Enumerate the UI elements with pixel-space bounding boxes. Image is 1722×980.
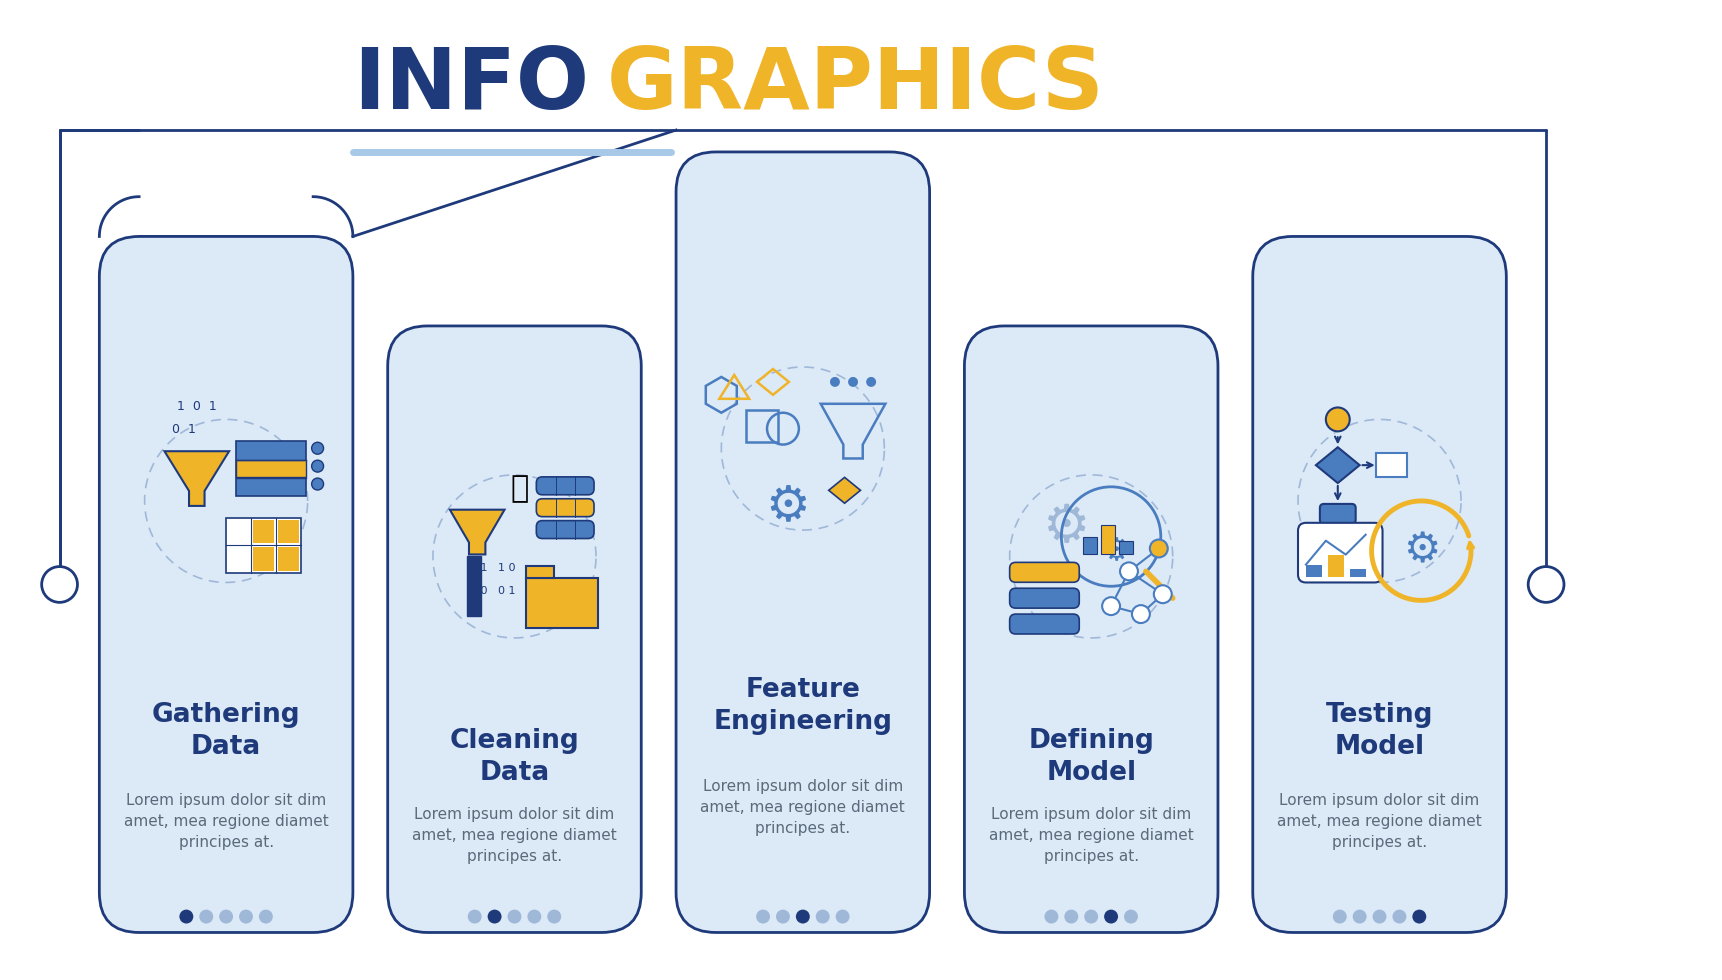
Text: ⚙: ⚙ (1403, 529, 1440, 571)
Circle shape (866, 377, 876, 387)
Circle shape (487, 909, 501, 923)
Circle shape (1412, 909, 1426, 923)
Text: Lorem ipsum dolor sit dim
amet, mea regione diamet
principes at.: Lorem ipsum dolor sit dim amet, mea regi… (1278, 793, 1483, 850)
Circle shape (1333, 909, 1347, 923)
Circle shape (219, 909, 232, 923)
Polygon shape (165, 451, 229, 506)
Circle shape (1124, 909, 1138, 923)
Circle shape (1393, 909, 1407, 923)
FancyBboxPatch shape (677, 152, 930, 933)
FancyBboxPatch shape (277, 519, 298, 543)
Text: Feature
Engineering: Feature Engineering (713, 677, 892, 735)
Text: ⚙: ⚙ (1102, 537, 1130, 565)
Circle shape (179, 909, 193, 923)
Text: 🔧: 🔧 (510, 474, 529, 504)
Text: 0  1: 0 1 (172, 423, 196, 436)
Circle shape (756, 909, 770, 923)
FancyBboxPatch shape (236, 441, 307, 496)
Text: 1 0   0 1: 1 0 0 1 (470, 586, 515, 596)
Polygon shape (449, 510, 505, 555)
Circle shape (312, 478, 324, 490)
Circle shape (312, 442, 324, 454)
Text: ⚙: ⚙ (766, 482, 811, 530)
FancyBboxPatch shape (1009, 614, 1080, 634)
Polygon shape (1316, 447, 1360, 483)
Circle shape (1527, 566, 1564, 603)
Circle shape (527, 909, 541, 923)
Circle shape (1045, 909, 1059, 923)
Polygon shape (527, 566, 553, 578)
Circle shape (777, 909, 790, 923)
FancyBboxPatch shape (100, 236, 353, 933)
Circle shape (1353, 909, 1367, 923)
FancyBboxPatch shape (536, 520, 594, 539)
Text: GRAPHICS: GRAPHICS (606, 44, 1104, 127)
Circle shape (1372, 909, 1386, 923)
FancyBboxPatch shape (387, 326, 641, 933)
Circle shape (1102, 597, 1119, 615)
FancyBboxPatch shape (1009, 563, 1080, 582)
Circle shape (508, 909, 522, 923)
Circle shape (835, 909, 849, 923)
Text: ⚙: ⚙ (1044, 501, 1090, 553)
FancyBboxPatch shape (253, 519, 274, 543)
FancyBboxPatch shape (1376, 453, 1407, 477)
Text: INFO: INFO (353, 44, 589, 127)
Polygon shape (828, 477, 861, 503)
Text: 🧴: 🧴 (579, 584, 594, 612)
FancyBboxPatch shape (277, 547, 298, 570)
FancyBboxPatch shape (536, 477, 594, 495)
Circle shape (796, 909, 809, 923)
FancyBboxPatch shape (1119, 541, 1133, 555)
FancyBboxPatch shape (536, 499, 594, 516)
Circle shape (200, 909, 214, 923)
Circle shape (468, 909, 482, 923)
Circle shape (830, 377, 840, 387)
Text: 1  0  1: 1 0 1 (177, 401, 217, 414)
FancyBboxPatch shape (527, 578, 598, 628)
FancyBboxPatch shape (467, 557, 480, 616)
FancyBboxPatch shape (253, 547, 274, 570)
Text: Lorem ipsum dolor sit dim
amet, mea regione diamet
principes at.: Lorem ipsum dolor sit dim amet, mea regi… (701, 779, 906, 836)
Circle shape (1150, 540, 1168, 558)
FancyBboxPatch shape (1298, 522, 1383, 582)
Text: Defining
Model: Defining Model (1028, 727, 1154, 786)
Circle shape (1085, 909, 1099, 923)
FancyBboxPatch shape (1100, 524, 1116, 555)
Circle shape (239, 909, 253, 923)
FancyBboxPatch shape (964, 326, 1217, 933)
Circle shape (816, 909, 830, 923)
FancyBboxPatch shape (1083, 536, 1097, 555)
Text: Lorem ipsum dolor sit dim
amet, mea regione diamet
principes at.: Lorem ipsum dolor sit dim amet, mea regi… (412, 807, 616, 864)
FancyBboxPatch shape (226, 517, 301, 572)
Circle shape (41, 566, 77, 603)
Text: Testing
Model: Testing Model (1326, 702, 1433, 760)
Circle shape (1326, 408, 1350, 431)
Circle shape (258, 909, 272, 923)
Text: 0 1   1 0: 0 1 1 0 (470, 564, 515, 573)
FancyBboxPatch shape (1009, 588, 1080, 609)
Text: Lorem ipsum dolor sit dim
amet, mea regione diamet
principes at.: Lorem ipsum dolor sit dim amet, mea regi… (124, 793, 329, 850)
Text: Gathering
Data: Gathering Data (152, 702, 300, 760)
Circle shape (1119, 563, 1138, 580)
FancyBboxPatch shape (1254, 236, 1507, 933)
Circle shape (548, 909, 561, 923)
Circle shape (1104, 909, 1118, 923)
Circle shape (1064, 909, 1078, 923)
FancyBboxPatch shape (1305, 564, 1322, 576)
Text: Cleaning
Data: Cleaning Data (449, 727, 579, 786)
Circle shape (1131, 605, 1150, 623)
FancyBboxPatch shape (1350, 568, 1366, 576)
Circle shape (1154, 585, 1171, 603)
FancyBboxPatch shape (236, 461, 307, 477)
FancyBboxPatch shape (1328, 555, 1343, 576)
Text: Lorem ipsum dolor sit dim
amet, mea regione diamet
principes at.: Lorem ipsum dolor sit dim amet, mea regi… (988, 807, 1193, 864)
FancyBboxPatch shape (1319, 504, 1355, 523)
Circle shape (847, 377, 858, 387)
Circle shape (312, 461, 324, 472)
